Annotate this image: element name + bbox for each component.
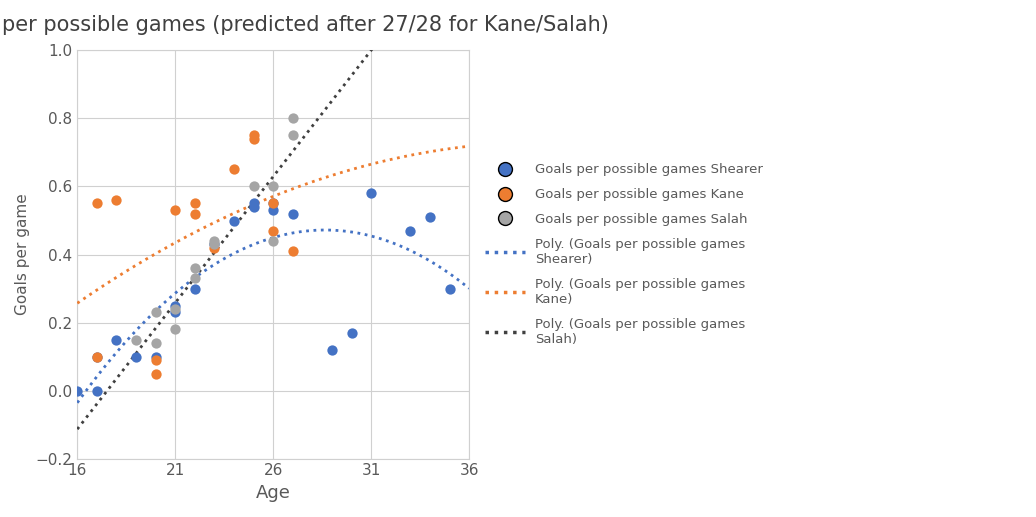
Point [89, 353, 106, 361]
Title: Goals per possible games (predicted after 27/28 for Kane/Salah): Goals per possible games (predicted afte… [0, 15, 609, 35]
Point [265, 183, 282, 191]
Point [265, 206, 282, 215]
Point [265, 226, 282, 235]
Point [108, 196, 124, 204]
Point [246, 200, 262, 208]
Point [186, 264, 203, 272]
Point [69, 386, 86, 394]
Point [441, 284, 458, 293]
Point [127, 353, 144, 361]
Point [226, 165, 242, 174]
Legend: Goals per possible games Shearer, Goals per possible games Kane, Goals per possi: Goals per possible games Shearer, Goals … [480, 158, 769, 351]
Point [363, 189, 379, 197]
Point [108, 336, 124, 344]
Point [147, 356, 164, 364]
Point [246, 131, 262, 140]
Point [422, 213, 438, 221]
Point [206, 244, 223, 252]
Point [206, 240, 223, 249]
Point [167, 305, 183, 313]
Point [206, 240, 223, 249]
Point [285, 114, 301, 123]
Point [167, 301, 183, 310]
Point [147, 353, 164, 361]
Point [246, 203, 262, 211]
Point [285, 209, 301, 218]
Point [167, 325, 183, 333]
Point [285, 247, 301, 255]
Point [89, 353, 106, 361]
Point [323, 345, 340, 354]
Point [147, 308, 164, 316]
Point [127, 336, 144, 344]
Point [265, 200, 282, 208]
Point [147, 339, 164, 347]
Point [246, 135, 262, 143]
Point [265, 237, 282, 245]
Point [226, 217, 242, 225]
Point [246, 183, 262, 191]
Point [186, 200, 203, 208]
Point [285, 131, 301, 140]
Point [343, 329, 359, 337]
Point [89, 386, 106, 394]
Point [402, 226, 419, 235]
Point [186, 274, 203, 282]
Point [147, 370, 164, 378]
Point [265, 200, 282, 208]
Y-axis label: Goals per game: Goals per game [15, 194, 30, 315]
Point [89, 200, 106, 208]
Point [186, 284, 203, 293]
Point [167, 308, 183, 316]
X-axis label: Age: Age [256, 484, 291, 502]
Point [167, 206, 183, 215]
Point [186, 209, 203, 218]
Point [206, 237, 223, 245]
